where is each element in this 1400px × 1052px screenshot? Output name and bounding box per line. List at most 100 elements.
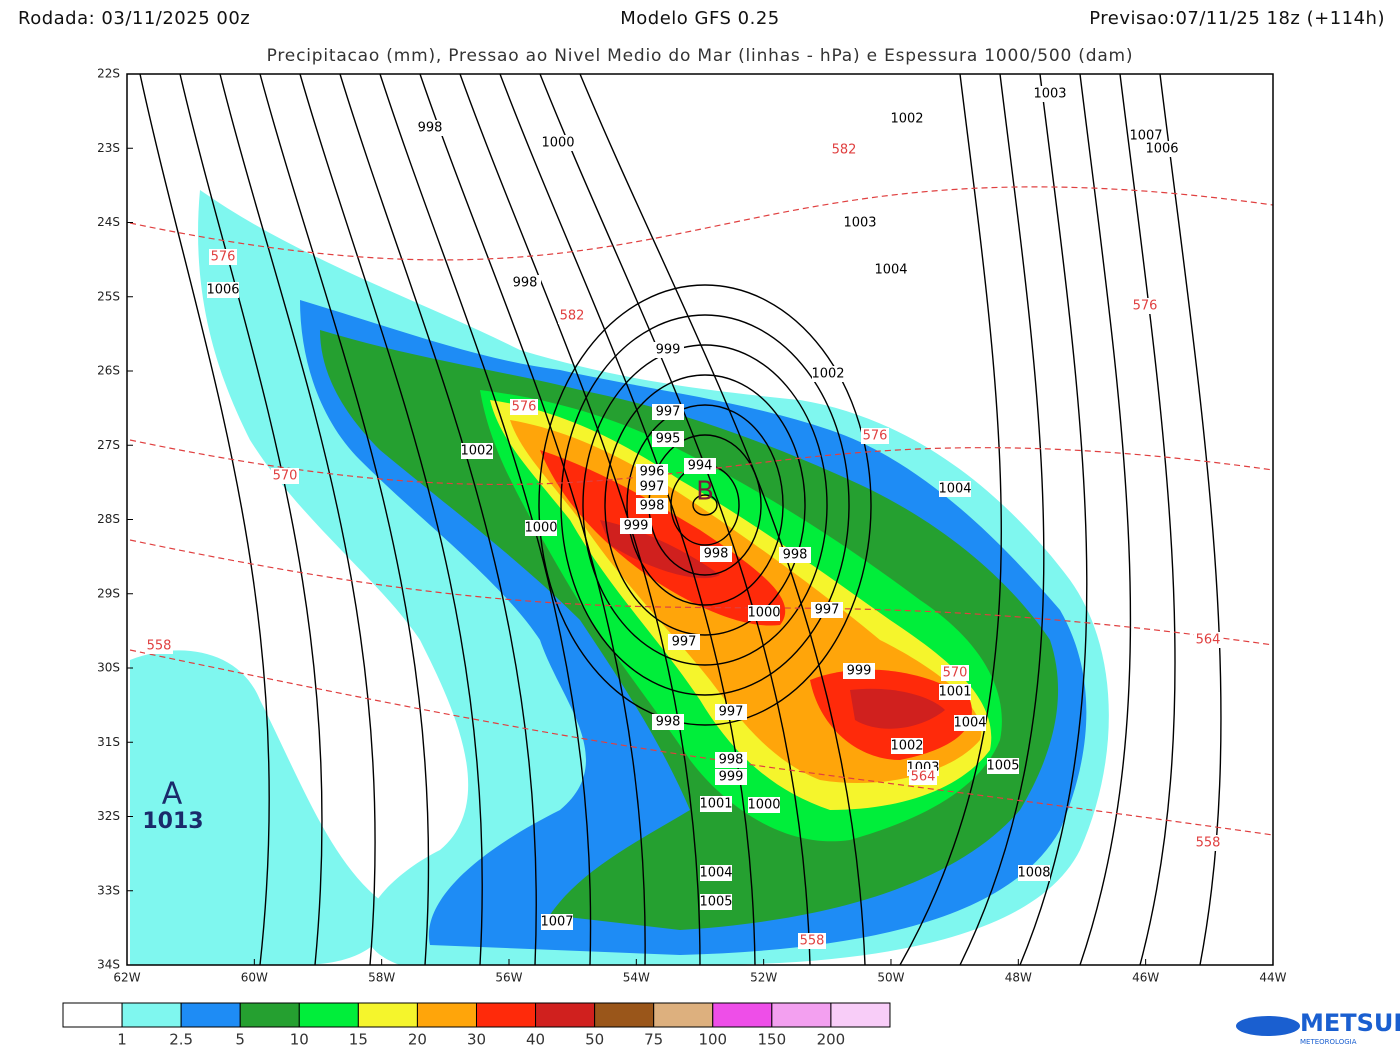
isobar-label-box bbox=[748, 797, 780, 813]
thickness-label-box bbox=[558, 308, 586, 324]
thickness-label-box bbox=[1131, 298, 1159, 314]
thickness-label: 576 bbox=[512, 400, 537, 415]
isobar-label-box bbox=[652, 431, 684, 447]
isobar-label: 1003 bbox=[843, 216, 876, 231]
isobar-label: 1002 bbox=[811, 367, 844, 382]
lat-label: 23S bbox=[97, 141, 120, 155]
isobar-label-box bbox=[843, 663, 875, 679]
isobar-label: 1004 bbox=[938, 482, 971, 497]
lon-label: 46W bbox=[1132, 971, 1159, 985]
lat-label: 25S bbox=[97, 289, 120, 303]
axis-ticks: 22S23S24S25S26S27S28S29S30S31S32S33S34S6… bbox=[97, 67, 1287, 985]
isobar-label-box bbox=[652, 342, 684, 358]
isobar-label: 1002 bbox=[460, 444, 493, 459]
thickness-label: 570 bbox=[943, 666, 968, 681]
isobar-label: 999 bbox=[656, 343, 681, 358]
isobar-label-box bbox=[844, 215, 876, 231]
thickness-label-box bbox=[1194, 632, 1222, 648]
legend-label: 2.5 bbox=[169, 1031, 193, 1049]
isobar bbox=[582, 344, 828, 666]
isobar bbox=[139, 74, 270, 965]
lat-label: 27S bbox=[97, 438, 120, 452]
thickness-label: 564 bbox=[1196, 633, 1221, 648]
legend-swatch bbox=[475, 1002, 537, 1028]
thickness-label-box bbox=[510, 399, 538, 415]
isobar bbox=[692, 494, 718, 516]
isobar bbox=[560, 314, 850, 696]
isobar-label-box bbox=[812, 366, 844, 382]
isobar-label-box bbox=[1018, 865, 1050, 881]
high-symbol: A bbox=[162, 777, 183, 812]
isobar-label-box bbox=[636, 479, 668, 495]
legend-swatch bbox=[298, 1002, 359, 1028]
isobar-label: 999 bbox=[624, 519, 649, 534]
model-name: Modelo GFS 0.25 bbox=[620, 8, 780, 29]
isobar-label: 1006 bbox=[206, 283, 239, 298]
isobar bbox=[626, 404, 784, 606]
thickness-label: 570 bbox=[273, 469, 298, 484]
isobar-label-box bbox=[542, 135, 574, 151]
legend-label: 100 bbox=[698, 1031, 727, 1049]
thickness-label-box bbox=[798, 933, 826, 949]
isobar-label-box bbox=[652, 404, 684, 420]
isobar-label-box bbox=[700, 796, 732, 812]
isobar-label: 1005 bbox=[699, 895, 732, 910]
isobar-label-box bbox=[715, 704, 747, 720]
lat-label: 26S bbox=[97, 364, 120, 378]
lon-label: 54W bbox=[623, 971, 650, 985]
isobar-label-box bbox=[891, 738, 923, 754]
isobar bbox=[899, 74, 1002, 965]
lat-label: 22S bbox=[97, 67, 120, 81]
legend-swatch bbox=[121, 1002, 182, 1028]
isobar bbox=[379, 74, 592, 965]
isobar-label: 1008 bbox=[1017, 866, 1050, 881]
high-value: 1013 bbox=[142, 809, 203, 834]
isobar-label-box bbox=[207, 282, 239, 298]
isobar-label: 997 bbox=[719, 705, 744, 720]
isobar bbox=[299, 74, 483, 965]
lon-label: 50W bbox=[877, 971, 904, 985]
isobar bbox=[459, 74, 701, 965]
legend-swatch bbox=[712, 1002, 773, 1028]
isobar-label: 1000 bbox=[541, 136, 574, 151]
isobar-label: 1004 bbox=[953, 716, 986, 731]
isobar-label-box bbox=[1034, 86, 1066, 102]
isobar bbox=[539, 74, 811, 965]
isobar-label-box bbox=[954, 715, 986, 731]
isobar bbox=[1019, 74, 1088, 965]
legend-label: 200 bbox=[817, 1031, 846, 1049]
isobar-label-box bbox=[684, 458, 716, 474]
legend-label: 30 bbox=[467, 1031, 486, 1049]
lat-label: 33S bbox=[97, 883, 120, 897]
isobar bbox=[1079, 74, 1132, 965]
isobar-label-box bbox=[700, 546, 732, 562]
thickness-label-box bbox=[861, 428, 889, 444]
logo-tagline: METEOROLOGIA bbox=[1300, 1038, 1357, 1046]
isobar-label: 1004 bbox=[699, 866, 732, 881]
legend-swatch bbox=[239, 1002, 300, 1028]
precip-area bbox=[130, 650, 386, 965]
thickness-label-box bbox=[909, 769, 937, 785]
isobar-label-box bbox=[461, 443, 493, 459]
isobar-label: 998 bbox=[656, 715, 681, 730]
isobar-label-box bbox=[748, 605, 780, 621]
isobar-label-box bbox=[891, 111, 923, 127]
isobar-label: 1001 bbox=[699, 797, 732, 812]
legend-swatch bbox=[830, 1002, 891, 1028]
legend-label: 75 bbox=[644, 1031, 663, 1049]
thickness-label: 558 bbox=[1196, 836, 1221, 851]
lon-label: 60W bbox=[241, 971, 268, 985]
isobar-label: 999 bbox=[847, 664, 872, 679]
isobar bbox=[419, 74, 646, 965]
isobar-label: 1000 bbox=[747, 798, 780, 813]
isobar bbox=[1119, 74, 1176, 965]
legend-label: 10 bbox=[290, 1031, 309, 1049]
isobar-label-box bbox=[541, 914, 573, 930]
isobar-label-box bbox=[636, 498, 668, 514]
isobar bbox=[339, 74, 537, 965]
precip-area bbox=[850, 688, 945, 729]
legend-swatch bbox=[357, 1002, 418, 1028]
thickness-label-box bbox=[830, 142, 858, 158]
thickness-label: 576 bbox=[211, 250, 236, 265]
